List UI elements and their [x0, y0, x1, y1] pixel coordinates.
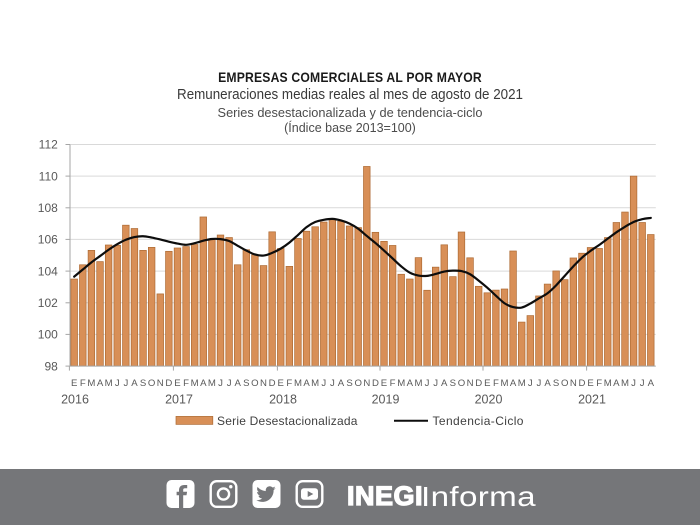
svg-text:S: S — [553, 378, 559, 389]
svg-text:O: O — [458, 378, 465, 389]
svg-text:E: E — [484, 378, 490, 389]
svg-text:O: O — [148, 378, 155, 389]
svg-text:F: F — [286, 378, 292, 389]
svg-text:2016: 2016 — [61, 393, 89, 407]
svg-text:J: J — [227, 378, 232, 389]
svg-text:110: 110 — [39, 169, 58, 183]
svg-text:A: A — [441, 378, 448, 389]
svg-text:108: 108 — [38, 201, 58, 215]
svg-text:S: S — [450, 378, 456, 389]
svg-text:E: E — [71, 378, 77, 389]
svg-text:S: S — [346, 378, 352, 389]
svg-text:J: J — [330, 378, 335, 389]
svg-text:J: J — [123, 378, 128, 389]
svg-text:N: N — [467, 378, 474, 389]
svg-text:N: N — [157, 378, 164, 389]
svg-text:E: E — [381, 378, 387, 389]
svg-text:A: A — [200, 378, 207, 389]
svg-text:E: E — [587, 378, 593, 389]
svg-text:104: 104 — [38, 264, 58, 278]
svg-text:M: M — [397, 378, 405, 389]
svg-text:106: 106 — [38, 233, 58, 247]
svg-text:A: A — [613, 378, 620, 389]
svg-text:A: A — [338, 378, 345, 389]
svg-text:J: J — [640, 378, 645, 389]
svg-text:Tendencia-Ciclo: Tendencia-Ciclo — [433, 414, 524, 428]
svg-text:M: M — [191, 378, 199, 389]
svg-text:A: A — [235, 378, 242, 389]
svg-text:J: J — [631, 378, 636, 389]
svg-text:M: M — [105, 378, 113, 389]
svg-text:J: J — [433, 378, 438, 389]
svg-text:A: A — [544, 378, 551, 389]
svg-text:S: S — [140, 378, 146, 389]
svg-text:D: D — [475, 378, 482, 389]
svg-text:D: D — [165, 378, 172, 389]
svg-text:N: N — [363, 378, 370, 389]
svg-text:A: A — [648, 378, 655, 389]
svg-text:M: M — [311, 378, 319, 389]
svg-text:A: A — [131, 378, 138, 389]
svg-text:M: M — [500, 378, 508, 389]
svg-text:D: D — [578, 378, 585, 389]
svg-text:D: D — [372, 378, 379, 389]
svg-text:2018: 2018 — [269, 393, 297, 407]
svg-text:O: O — [251, 378, 258, 389]
svg-text:E: E — [174, 378, 180, 389]
svg-text:Serie Desestacionalizada: Serie Desestacionalizada — [217, 414, 358, 428]
svg-text:112: 112 — [39, 138, 58, 152]
svg-text:J: J — [537, 378, 542, 389]
svg-text:J: J — [321, 378, 326, 389]
svg-text:100: 100 — [38, 328, 58, 342]
svg-text:O: O — [561, 378, 568, 389]
svg-text:A: A — [407, 378, 414, 389]
svg-text:M: M — [208, 378, 216, 389]
svg-text:E: E — [278, 378, 284, 389]
svg-text:M: M — [294, 378, 302, 389]
svg-text:O: O — [354, 378, 361, 389]
svg-text:2020: 2020 — [475, 393, 503, 407]
svg-text:A: A — [97, 378, 104, 389]
svg-text:M: M — [87, 378, 95, 389]
svg-text:F: F — [183, 378, 189, 389]
svg-text:D: D — [269, 378, 276, 389]
svg-text:M: M — [604, 378, 612, 389]
svg-text:98: 98 — [44, 359, 58, 373]
svg-text:2017: 2017 — [165, 393, 193, 407]
svg-text:S: S — [243, 378, 249, 389]
svg-text:F: F — [596, 378, 602, 389]
svg-text:102: 102 — [38, 296, 58, 310]
svg-text:2019: 2019 — [372, 393, 400, 407]
svg-text:J: J — [528, 378, 533, 389]
svg-text:J: J — [218, 378, 223, 389]
svg-text:A: A — [303, 378, 310, 389]
svg-text:2021: 2021 — [578, 393, 606, 407]
svg-text:M: M — [518, 378, 526, 389]
svg-text:M: M — [414, 378, 422, 389]
svg-text:M: M — [621, 378, 629, 389]
svg-text:N: N — [570, 378, 577, 389]
svg-text:J: J — [425, 378, 430, 389]
svg-text:J: J — [115, 378, 120, 389]
svg-text:F: F — [390, 378, 396, 389]
svg-text:F: F — [493, 378, 499, 389]
svg-text:F: F — [80, 378, 86, 389]
svg-text:N: N — [260, 378, 267, 389]
svg-text:A: A — [510, 378, 517, 389]
